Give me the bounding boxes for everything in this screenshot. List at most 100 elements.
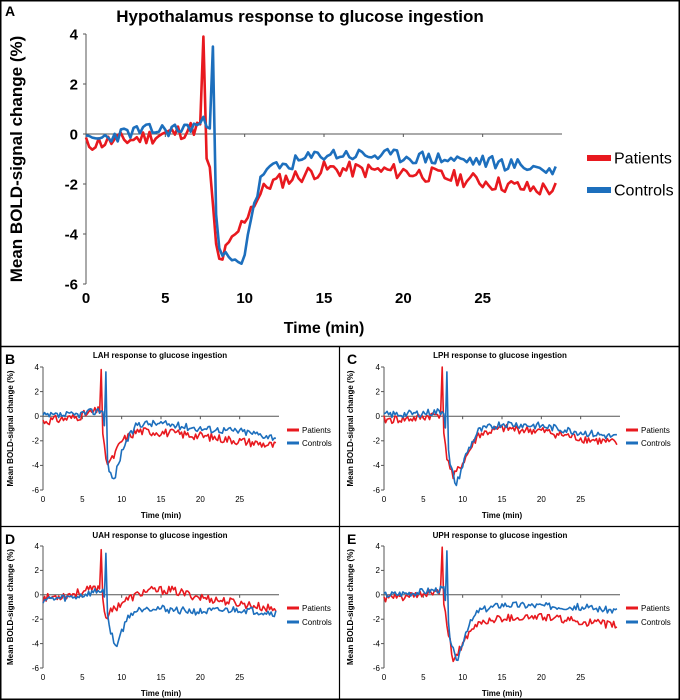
y-tick-label: -2 bbox=[373, 437, 381, 446]
x-tick-label: 15 bbox=[316, 290, 333, 307]
y-tick-label: -2 bbox=[65, 176, 78, 193]
legend-label-patients: Patients bbox=[641, 426, 670, 435]
legend-label-patients: Patients bbox=[302, 426, 331, 435]
x-tick-label: 15 bbox=[157, 673, 166, 682]
y-tick-label: 4 bbox=[35, 363, 40, 372]
y-tick-label: -4 bbox=[32, 639, 40, 648]
legend-label-controls: Controls bbox=[614, 183, 674, 200]
x-tick-label: 25 bbox=[235, 495, 244, 504]
chart-title: UPH response to glucose ingestion bbox=[433, 531, 568, 540]
series-line-controls bbox=[383, 550, 618, 662]
y-tick-label: 2 bbox=[35, 387, 40, 396]
y-axis-label: Mean BOLD-signal change (%) bbox=[346, 370, 355, 486]
y-tick-label: 0 bbox=[70, 126, 78, 143]
y-tick-label: 2 bbox=[376, 566, 381, 575]
y-tick-label: -2 bbox=[32, 437, 40, 446]
y-tick-label: 4 bbox=[376, 363, 381, 372]
panel-letter: C bbox=[347, 351, 357, 367]
legend-label-controls: Controls bbox=[302, 618, 332, 627]
series-line-controls bbox=[42, 371, 276, 480]
y-tick-label: 2 bbox=[376, 387, 381, 396]
panel-letter: A bbox=[5, 3, 15, 19]
y-tick-label: -4 bbox=[32, 461, 40, 470]
panel-letter: E bbox=[347, 531, 356, 547]
x-tick-label: 0 bbox=[41, 495, 46, 504]
series-line-controls bbox=[85, 45, 557, 265]
x-tick-label: 25 bbox=[474, 290, 491, 307]
legend: Patients Controls bbox=[587, 151, 674, 200]
x-tick-label: 15 bbox=[157, 495, 166, 504]
chart-title: UAH response to glucose ingestion bbox=[92, 531, 227, 540]
y-tick-label: -6 bbox=[373, 486, 381, 495]
panel-letter: D bbox=[5, 531, 15, 547]
chart-title: Hypothalamus response to glucose ingesti… bbox=[116, 7, 483, 26]
panel-letter: B bbox=[5, 351, 15, 367]
legend: Patients Controls bbox=[626, 604, 671, 627]
legend-label-controls: Controls bbox=[641, 618, 671, 627]
x-tick-label: 20 bbox=[395, 290, 412, 307]
legend: Patients Controls bbox=[626, 426, 671, 448]
x-axis-label: Time (min) bbox=[482, 511, 523, 520]
chart-panel-b: B LAH response to glucose ingestion 4 2 0 -2 -… bbox=[5, 351, 332, 520]
y-tick-label: 0 bbox=[376, 591, 381, 600]
x-tick-label: 20 bbox=[537, 673, 546, 682]
y-tick-label: -6 bbox=[32, 664, 40, 673]
series-line-controls bbox=[383, 371, 617, 487]
y-tick-label: 0 bbox=[35, 591, 40, 600]
legend-label-controls: Controls bbox=[641, 439, 671, 448]
y-tick-label: 0 bbox=[376, 412, 381, 421]
chart-panel-c: C LPH response to glucose ingestion 4 2 0 -2 -… bbox=[346, 351, 671, 520]
series-line-patients bbox=[42, 548, 277, 620]
x-tick-label: 5 bbox=[421, 673, 426, 682]
series-line-patients bbox=[84, 35, 557, 261]
x-axis-label: Time (min) bbox=[141, 511, 182, 520]
x-tick-label: 0 bbox=[82, 290, 90, 307]
legend-label-controls: Controls bbox=[302, 439, 332, 448]
x-tick-label: 5 bbox=[80, 495, 85, 504]
x-tick-label: 10 bbox=[117, 673, 126, 682]
legend: Patients Controls bbox=[287, 426, 332, 448]
x-tick-label: 10 bbox=[236, 290, 253, 307]
x-tick-label: 25 bbox=[576, 495, 585, 504]
x-tick-label: 25 bbox=[576, 673, 585, 682]
y-tick-label: -2 bbox=[373, 615, 381, 624]
x-axis-label: Time (min) bbox=[284, 320, 365, 337]
x-tick-label: 15 bbox=[498, 495, 507, 504]
legend-label-patients: Patients bbox=[641, 604, 670, 613]
x-tick-label: 5 bbox=[80, 673, 85, 682]
y-axis-label: Mean BOLD-signal change (%) bbox=[346, 549, 355, 665]
chart-title: LPH response to glucose ingestion bbox=[433, 351, 567, 360]
y-tick-label: 4 bbox=[35, 542, 40, 551]
legend-label-patients: Patients bbox=[302, 604, 331, 613]
y-tick-label: -4 bbox=[65, 226, 79, 243]
legend-label-patients: Patients bbox=[614, 151, 672, 168]
series-line-patients bbox=[383, 546, 618, 663]
y-tick-label: -4 bbox=[373, 461, 381, 470]
x-tick-label: 10 bbox=[117, 495, 126, 504]
y-tick-label: 2 bbox=[35, 566, 40, 575]
series-line-patients bbox=[42, 368, 277, 466]
y-axis-label: Mean BOLD-signal change (%) bbox=[6, 370, 15, 486]
y-axis-label: Mean BOLD-signal change (%) bbox=[6, 549, 15, 665]
y-axis-label: Mean BOLD-signal change (%) bbox=[7, 36, 26, 283]
y-tick-label: 4 bbox=[376, 542, 381, 551]
x-tick-label: 15 bbox=[498, 673, 507, 682]
x-tick-label: 0 bbox=[382, 495, 387, 504]
y-tick-label: 2 bbox=[70, 76, 78, 93]
x-tick-label: 10 bbox=[458, 495, 467, 504]
x-tick-label: 25 bbox=[235, 673, 244, 682]
y-tick-label: 4 bbox=[70, 26, 79, 43]
x-tick-label: 20 bbox=[196, 673, 205, 682]
x-tick-label: 5 bbox=[161, 290, 169, 307]
chart-title: LAH response to glucose ingestion bbox=[93, 351, 227, 360]
y-tick-label: -6 bbox=[65, 276, 78, 293]
y-tick-label: -6 bbox=[373, 664, 381, 673]
x-axis-label: Time (min) bbox=[482, 689, 523, 698]
y-tick-label: -6 bbox=[32, 486, 40, 495]
x-tick-label: 10 bbox=[458, 673, 467, 682]
chart-panel-d: D UAH response to glucose ingestion420-2-… bbox=[5, 531, 332, 698]
x-tick-label: 5 bbox=[421, 495, 426, 504]
legend: Patients Controls bbox=[287, 604, 332, 627]
